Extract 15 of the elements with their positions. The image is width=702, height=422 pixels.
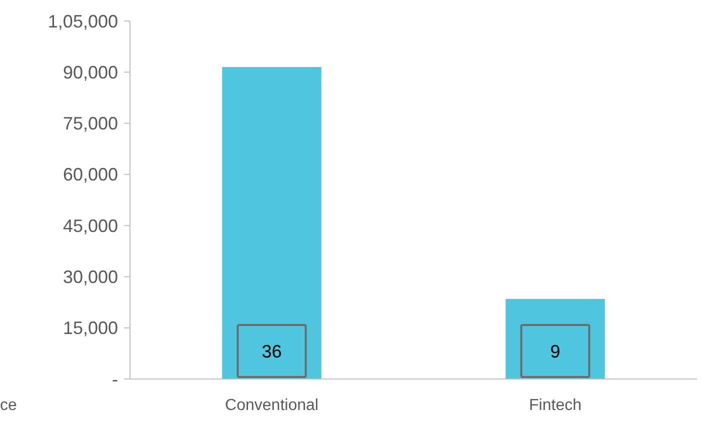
y-tick-label: 15,000 (62, 318, 118, 338)
y-tick-label: 45,000 (62, 216, 118, 236)
annotation: 9 (550, 341, 560, 362)
text-frame: 9 (520, 324, 590, 378)
y-tick-label: 75,000 (62, 114, 118, 134)
x-tick-label: Conventional (225, 397, 318, 414)
y-tick-label: 60,000 (62, 164, 118, 185)
annotation: 36 (262, 341, 282, 362)
y-tick-label: - (112, 369, 118, 390)
y-tick-label: 1,05,000 (48, 11, 118, 32)
y-tick-label: 30,000 (62, 267, 118, 288)
y-tick-label: 90,000 (62, 62, 118, 82)
x-tick-label: Fintech (529, 397, 582, 414)
text: ce (0, 397, 17, 414)
text-frame: 36 (236, 324, 307, 378)
